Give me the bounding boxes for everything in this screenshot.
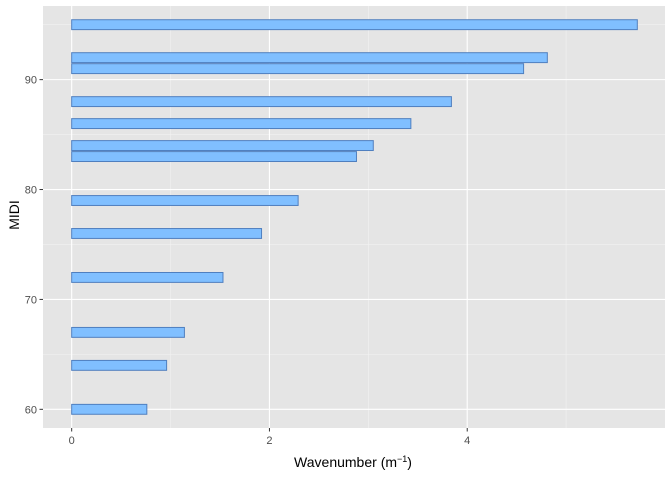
- y-tick-label: 60: [25, 404, 37, 416]
- bars: [71, 19, 638, 415]
- x-tick-label: 4: [464, 435, 470, 447]
- bar-midi-67: [71, 326, 185, 338]
- y-axis: 60 70 80 90: [25, 75, 43, 416]
- x-axis-title: Wavenumber (m−1): [294, 454, 412, 470]
- x-axis: 0 2 4: [69, 428, 470, 447]
- y-axis-title: MIDI: [6, 200, 22, 230]
- bar-midi-79: [71, 195, 299, 206]
- bar-midi-95: [71, 19, 638, 31]
- bar-midi-88: [71, 96, 452, 108]
- bar-midi-91: [71, 63, 525, 75]
- bar-midi-86: [71, 118, 412, 130]
- panel-background: [43, 6, 665, 428]
- bar-midi-83: [71, 151, 357, 163]
- bar-midi-64: [71, 359, 168, 371]
- bar-midi-76: [71, 228, 263, 239]
- bar-midi-92: [71, 52, 548, 64]
- y-tick-label: 80: [25, 185, 37, 197]
- bar-midi-72: [71, 271, 224, 283]
- x-tick-label: 2: [266, 435, 272, 447]
- bar-midi-60: [71, 403, 148, 415]
- bar-midi-84: [71, 140, 374, 152]
- x-tick-label: 0: [69, 435, 75, 447]
- y-tick-label: 70: [25, 294, 37, 306]
- y-tick-label: 90: [25, 75, 37, 87]
